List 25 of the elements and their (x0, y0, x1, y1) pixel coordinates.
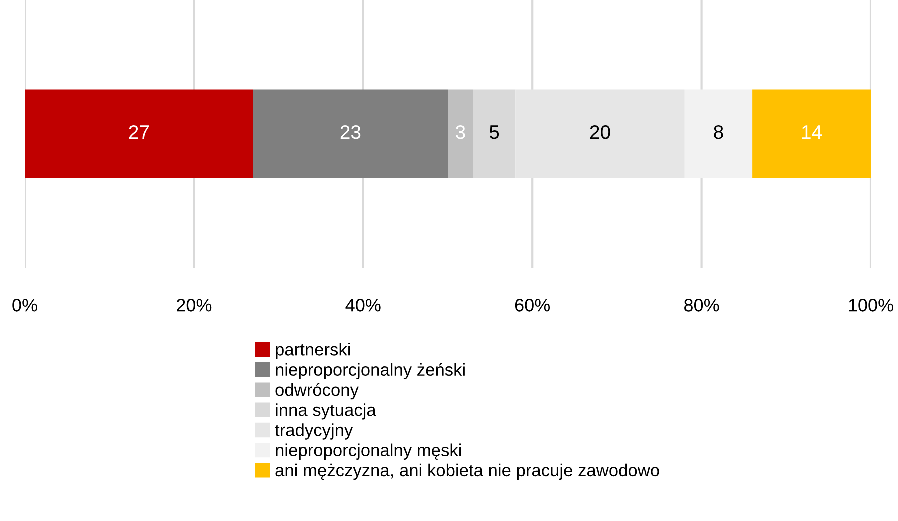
x-tick-label: 20% (177, 299, 212, 312)
data-label: 20 (590, 125, 610, 140)
data-label: 8 (714, 125, 724, 140)
x-tick-label: 80% (684, 299, 720, 312)
x-tick-label: 40% (346, 299, 381, 312)
legend-label: ani mężczyzna, ani kobieta nie pracuje zawodowo (276, 464, 660, 480)
data-label: 3 (456, 125, 466, 140)
x-tick-label: 100% (849, 299, 894, 312)
legend-label: tradycyjny (275, 424, 354, 440)
data-label: 23 (340, 125, 361, 140)
legend-label: odwrócony (276, 383, 359, 400)
bar (473, 90, 516, 178)
legend-label: nieproporcjonalny męski (276, 444, 462, 460)
legend-label: nieproporcjonalny żeński (276, 363, 465, 380)
data-label: 5 (490, 126, 500, 140)
data-label: 27 (129, 125, 150, 140)
legend-label: partnerski (276, 343, 350, 360)
x-tick-label: 60% (515, 299, 550, 312)
bar (448, 90, 474, 178)
x-tick-label: 0% (12, 299, 38, 312)
bar (25, 90, 254, 178)
bar (752, 90, 871, 178)
bar (253, 90, 448, 178)
legend-label: inna sytuacja (276, 404, 376, 420)
data-label: 14 (802, 126, 822, 140)
